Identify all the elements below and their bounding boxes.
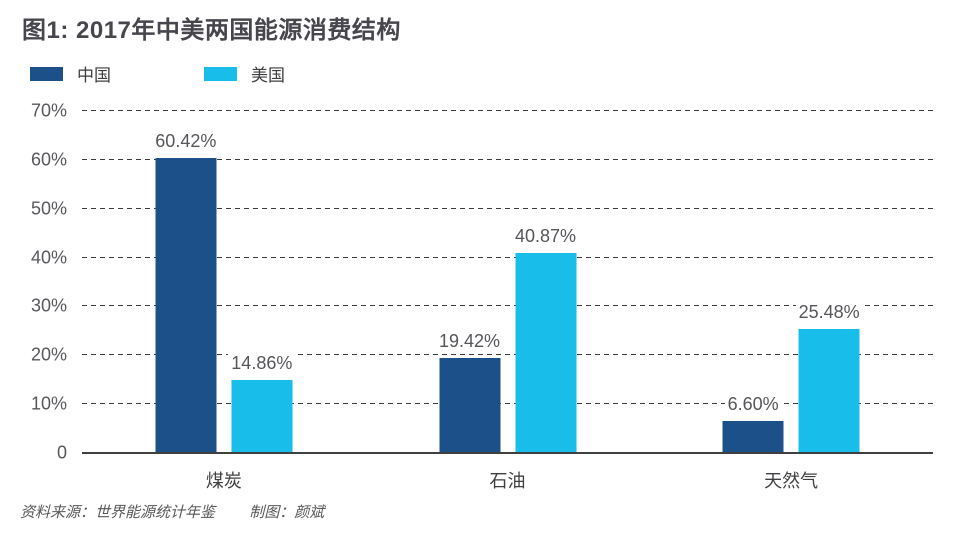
- bar-wrap: 14.86%: [228, 111, 296, 453]
- gridline: [82, 256, 933, 258]
- y-tick-label: 10%: [30, 393, 67, 414]
- legend-label-usa: 美国: [251, 66, 285, 85]
- bar-group: 60.42% 14.86% 煤炭: [152, 111, 296, 491]
- y-tick-label: 60%: [30, 149, 67, 170]
- x-axis-line: [82, 452, 933, 454]
- bar: [798, 328, 860, 453]
- bar: [722, 420, 784, 453]
- legend-item-china: 中国: [30, 61, 111, 86]
- y-tick-label: 70%: [30, 100, 67, 121]
- bar: [155, 157, 217, 453]
- bar-wrap: 6.60%: [722, 111, 784, 453]
- gridline: [82, 207, 933, 209]
- category-label: 煤炭: [205, 471, 242, 491]
- gridline: [82, 354, 933, 356]
- bar: [231, 380, 293, 453]
- y-tick-label: 0: [56, 442, 67, 463]
- bar-group: 6.60% 25.48% 天然气: [722, 111, 863, 491]
- bar-value-label: 19.42%: [435, 331, 504, 353]
- legend: 中国 美国: [30, 61, 285, 86]
- legend-label-china: 中国: [77, 66, 111, 85]
- bar-wrap: 60.42%: [152, 111, 220, 453]
- bar-value-label: 14.86%: [228, 353, 296, 375]
- gridline: [82, 403, 933, 405]
- bar-value-label: 25.48%: [795, 301, 863, 323]
- bar-wrap: 19.42%: [435, 111, 504, 453]
- bar-value-label: 60.42%: [152, 130, 220, 152]
- legend-swatch-usa: [204, 66, 237, 81]
- bar-group: 19.42% 40.87% 石油: [435, 111, 580, 491]
- category-label: 石油: [489, 471, 526, 491]
- footer: 资料来源：世界能源统计年鉴 制图：颜斌: [20, 501, 324, 522]
- bar-value-label: 40.87%: [511, 226, 580, 248]
- bar-value-label: 6.60%: [724, 393, 782, 415]
- bar-wrap: 25.48%: [795, 111, 863, 453]
- y-tick-label: 20%: [30, 344, 67, 365]
- legend-item-usa: 美国: [204, 61, 285, 86]
- gridline: [82, 158, 933, 160]
- bar: [439, 358, 500, 453]
- y-tick-label: 30%: [30, 295, 67, 316]
- gridline: [82, 110, 933, 111]
- legend-swatch-china: [30, 66, 63, 81]
- chart-title: 图1: 2017年中美两国能源消费结构: [22, 17, 401, 44]
- gridline: [82, 305, 933, 307]
- source-text: 资料来源：世界能源统计年鉴: [20, 504, 216, 521]
- bar-wrap: 40.87%: [511, 111, 580, 453]
- category-label: 天然气: [764, 471, 819, 491]
- bar: [515, 253, 576, 453]
- y-tick-label: 40%: [30, 247, 67, 268]
- plot-area: 70% 60% 50% 40% 30% 20% 10% 0 60.42% 14.86% 煤炭 19.4…: [31, 101, 933, 491]
- credit-text: 制图：颜斌: [249, 504, 325, 521]
- y-tick-label: 50%: [30, 198, 67, 219]
